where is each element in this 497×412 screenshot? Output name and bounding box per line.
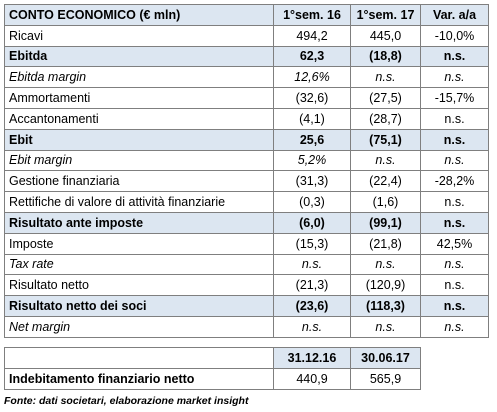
header-cell: Var. a/a — [420, 4, 489, 26]
cell: n.s. — [420, 315, 489, 338]
row-label: Risultato netto — [4, 274, 274, 297]
row: Ricavi 494,2 445,0 -10,0% — [4, 24, 489, 47]
cell: -28,2% — [420, 170, 489, 193]
row: Accantonamenti (4,1) (28,7) n.s. — [4, 107, 489, 130]
cell: (75,1) — [350, 128, 421, 151]
cell: 12,6% — [273, 66, 351, 89]
income-table: CONTO ECONOMICO (€ mln) 1°sem. 16 1°sem.… — [4, 4, 489, 338]
cell: n.s. — [420, 191, 489, 213]
cell: (6,0) — [273, 211, 351, 234]
header-cell: 1°sem. 17 — [350, 4, 421, 26]
cell: n.s. — [420, 149, 489, 172]
row: Risultato netto (21,3) (120,9) n.s. — [4, 274, 489, 297]
cell: (23,6) — [273, 295, 351, 317]
cell: n.s. — [350, 149, 421, 172]
cell: (120,9) — [350, 274, 421, 297]
cell: 25,6 — [273, 128, 351, 151]
header-cell: 30.06.17 — [350, 347, 421, 369]
cell: n.s. — [273, 253, 351, 276]
row-label: Ammortamenti — [4, 87, 274, 109]
row-label: Ricavi — [4, 24, 274, 47]
row: Ebitda margin 12,6% n.s. n.s. — [4, 66, 489, 89]
row-label: Accantonamenti — [4, 107, 274, 130]
row-label: Rettifiche di valore di attività finanzi… — [4, 191, 274, 213]
cell: n.s. — [420, 295, 489, 317]
cell: n.s. — [350, 253, 421, 276]
cell: (31,3) — [273, 170, 351, 193]
row: Risultato netto dei soci (23,6) (118,3) n.s… — [4, 295, 489, 317]
cell: (21,3) — [273, 274, 351, 297]
cell: n.s. — [420, 66, 489, 89]
row-label: Risultato ante imposte — [4, 211, 274, 234]
cell: n.s. — [350, 66, 421, 89]
row-label: Tax rate — [4, 253, 274, 276]
header-cell: 1°sem. 16 — [273, 4, 351, 26]
cell: 440,9 — [273, 368, 351, 390]
cell: n.s. — [420, 107, 489, 130]
cell: (118,3) — [350, 295, 421, 317]
cell: (99,1) — [350, 211, 421, 234]
cell: -15,7% — [420, 87, 489, 109]
cell: 565,9 — [350, 368, 421, 390]
row-label: Ebitda margin — [4, 66, 274, 89]
row-label: Imposte — [4, 232, 274, 255]
cell: n.s. — [420, 211, 489, 234]
cell: (28,7) — [350, 107, 421, 130]
cell: (1,6) — [350, 191, 421, 213]
cell: (18,8) — [350, 45, 421, 68]
cell: n.s. — [420, 45, 489, 68]
cell: (22,4) — [350, 170, 421, 193]
row: Ebit 25,6 (75,1) n.s. — [4, 128, 489, 151]
cell: (0,3) — [273, 191, 351, 213]
row: Risultato ante imposte (6,0) (99,1) n.s. — [4, 211, 489, 234]
cell: n.s. — [273, 315, 351, 338]
row: Imposte (15,3) (21,8) 42,5% — [4, 232, 489, 255]
row: Ebitda 62,3 (18,8) n.s. — [4, 45, 489, 68]
row: Gestione finanziaria (31,3) (22,4) -28,2% — [4, 170, 489, 193]
header-cell: CONTO ECONOMICO (€ mln) — [4, 4, 274, 26]
cell: (4,1) — [273, 107, 351, 130]
row-label: Ebit — [4, 128, 274, 151]
row: Ebit margin 5,2% n.s. n.s. — [4, 149, 489, 172]
cell: (15,3) — [273, 232, 351, 255]
row-label: Net margin — [4, 315, 274, 338]
source-note: Fonte: dati societari, elaborazione mark… — [4, 395, 249, 407]
cell: n.s. — [420, 128, 489, 151]
row: Rettifiche di valore di attività finanzi… — [4, 191, 489, 213]
row-label: Gestione finanziaria — [4, 170, 274, 193]
cell: 5,2% — [273, 149, 351, 172]
cell: n.s. — [350, 315, 421, 338]
header-cell: 31.12.16 — [273, 347, 351, 369]
row-label: Risultato netto dei soci — [4, 295, 274, 317]
row: Indebitamento finanziario netto 440,9 56… — [4, 368, 421, 390]
cell: 42,5% — [420, 232, 489, 255]
cell: (32,6) — [273, 87, 351, 109]
row-label: Indebitamento finanziario netto — [4, 368, 274, 390]
header-row: 31.12.16 30.06.17 — [4, 347, 421, 369]
cell: (21,8) — [350, 232, 421, 255]
row-label: Ebitda — [4, 45, 274, 68]
cell: 445,0 — [350, 24, 421, 47]
cell: -10,0% — [420, 24, 489, 47]
cell: n.s. — [420, 253, 489, 276]
row: Ammortamenti (32,6) (27,5) -15,7% — [4, 87, 489, 109]
row-label: Ebit margin — [4, 149, 274, 172]
cell: 494,2 — [273, 24, 351, 47]
blank-cell — [4, 347, 274, 369]
cell: n.s. — [420, 274, 489, 297]
income-body: CONTO ECONOMICO (€ mln) 1°sem. 16 1°sem.… — [4, 4, 489, 338]
cell: 62,3 — [273, 45, 351, 68]
debt-table: 31.12.16 30.06.17 Indebitamento finanzia… — [4, 347, 421, 390]
row: Net margin n.s. n.s. n.s. — [4, 315, 489, 338]
cell: (27,5) — [350, 87, 421, 109]
header-row: CONTO ECONOMICO (€ mln) 1°sem. 16 1°sem.… — [4, 4, 489, 26]
row: Tax rate n.s. n.s. n.s. — [4, 253, 489, 276]
